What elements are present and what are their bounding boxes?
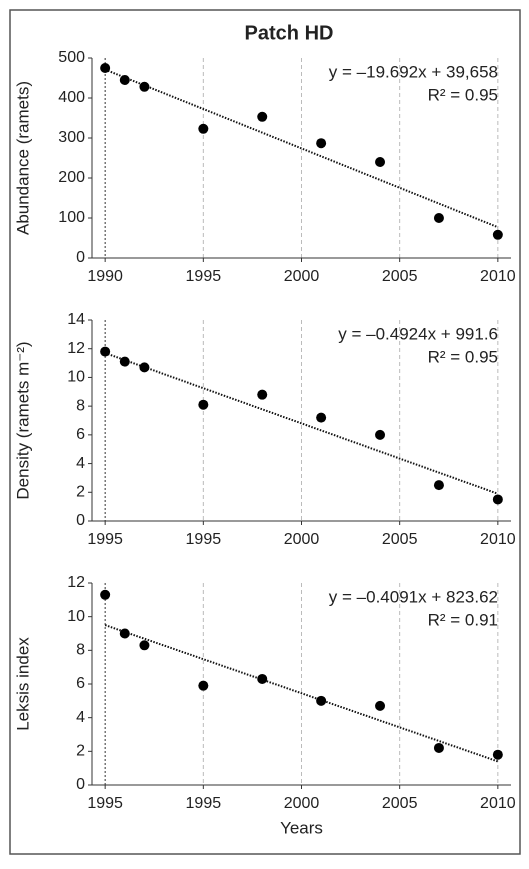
y-tick-label: 12	[67, 340, 85, 357]
point	[257, 111, 268, 122]
x-axis-label: Years	[280, 818, 323, 837]
y-tick-label: 0	[76, 249, 85, 266]
point	[198, 680, 209, 691]
point	[492, 229, 503, 240]
y-tick-label: 2	[76, 484, 85, 501]
equation: y = –0.4091x + 823.62	[329, 587, 498, 606]
y-tick-label: 300	[58, 129, 85, 146]
trend-line	[104, 624, 499, 763]
r-squared: R² = 0.91	[428, 610, 498, 629]
point	[198, 399, 209, 410]
y-tick-label: 14	[67, 311, 85, 328]
y-axis-label: Abundance (ramets)	[13, 81, 32, 235]
y-tick-label: 200	[58, 169, 85, 186]
point	[433, 742, 444, 753]
y-tick-label: 4	[76, 455, 85, 472]
x-tick-label: 1995	[87, 795, 123, 812]
point	[139, 81, 150, 92]
x-tick-label: 2010	[480, 268, 516, 285]
point	[198, 123, 209, 134]
x-tick-label: 1995	[186, 531, 222, 548]
x-tick-label: 1995	[186, 268, 222, 285]
point	[119, 75, 130, 85]
x-tick-label: 2005	[382, 531, 418, 548]
y-tick-label: 400	[58, 89, 85, 106]
point	[139, 640, 150, 651]
point	[492, 749, 503, 760]
y-tick-label: 8	[76, 642, 85, 659]
y-tick-label: 10	[67, 608, 85, 625]
x-tick-label: 2000	[284, 795, 320, 812]
point	[139, 362, 150, 373]
point	[119, 628, 130, 639]
x-tick-label: 1990	[87, 268, 123, 285]
y-tick-label: 100	[58, 209, 85, 226]
y-tick-label: 2	[76, 743, 85, 760]
point	[257, 673, 268, 684]
y-tick-label: 0	[76, 776, 85, 793]
y-axis-label: Leksis index	[13, 637, 32, 731]
point	[100, 589, 111, 600]
point	[433, 480, 444, 491]
trend-line	[104, 352, 499, 495]
y-tick-label: 6	[76, 426, 85, 443]
point	[100, 346, 111, 357]
y-tick-label: 500	[58, 49, 85, 66]
y-axis-label: Density (ramets m⁻²)	[13, 341, 32, 499]
x-tick-label: 1995	[87, 531, 123, 548]
x-tick-label: 1995	[186, 795, 222, 812]
r-squared: R² = 0.95	[428, 347, 498, 366]
y-tick-label: 8	[76, 397, 85, 414]
y-tick-label: 4	[76, 709, 85, 726]
y-tick-label: 12	[67, 574, 85, 591]
y-tick-label: 6	[76, 675, 85, 692]
point	[492, 494, 503, 505]
point	[433, 213, 444, 223]
x-tick-label: 2000	[284, 268, 320, 285]
point	[119, 356, 130, 367]
point	[316, 138, 327, 149]
chart-title: Patch HD	[245, 22, 334, 44]
point	[257, 389, 268, 400]
frame	[9, 9, 521, 855]
x-tick-label: 2005	[382, 268, 418, 285]
point	[316, 695, 327, 706]
equation: y = –0.4924x + 991.6	[338, 324, 498, 343]
point	[375, 700, 386, 711]
y-tick-label: 0	[76, 512, 85, 529]
point	[316, 412, 327, 423]
r-squared: R² = 0.95	[428, 85, 498, 104]
x-tick-label: 2010	[480, 795, 516, 812]
x-tick-label: 2005	[382, 795, 418, 812]
y-tick-label: 10	[67, 369, 85, 386]
x-tick-label: 2000	[284, 531, 320, 548]
point	[100, 63, 111, 73]
point	[375, 157, 386, 167]
equation: y = –19.692x + 39,658	[329, 62, 498, 81]
x-tick-label: 2010	[480, 531, 516, 548]
point	[375, 429, 386, 440]
